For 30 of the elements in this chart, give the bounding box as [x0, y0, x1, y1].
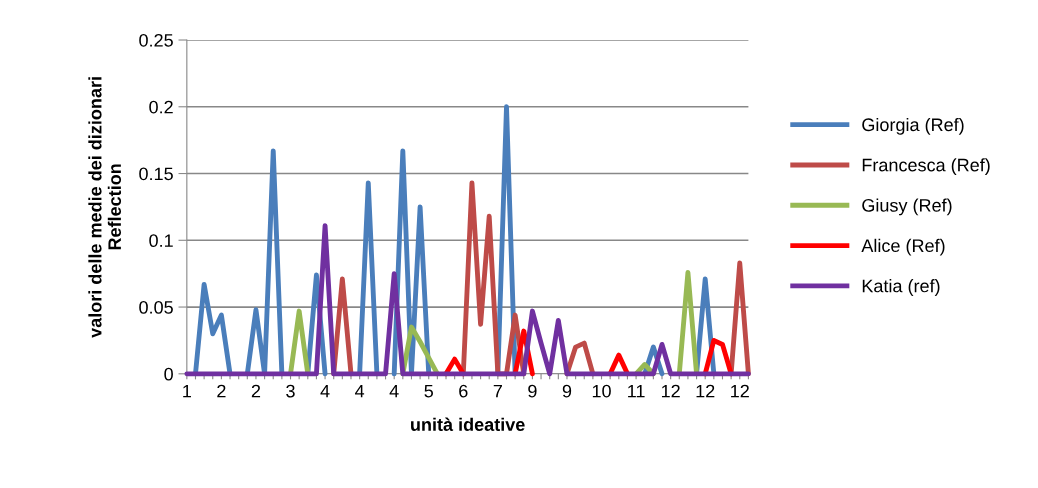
legend-label: Giorgia (Ref)	[862, 117, 964, 135]
x-tick-label: 3	[286, 384, 295, 398]
x-tick-label: 2	[217, 384, 226, 398]
x-tick-label: 9	[528, 384, 537, 398]
x-tick-label: 2	[251, 384, 261, 398]
y-tick-label: 0.1	[149, 234, 173, 248]
y-axis-title: valori delle medie dei dizionari Reflection	[88, 77, 122, 338]
x-tick-label: 11	[628, 384, 645, 398]
x-tick-label: 9	[562, 384, 572, 398]
legend-label: Katia (ref)	[862, 279, 940, 296]
legend-label: Francesca (Ref)	[862, 158, 990, 176]
x-tick-label: 12	[661, 384, 680, 398]
x-tick-label: 7	[493, 384, 502, 398]
x-tick-label: 10	[592, 384, 611, 398]
x-tick-label: 4	[355, 384, 365, 398]
x-tick-label: 4	[389, 384, 399, 398]
x-tick-label: 6	[459, 384, 468, 398]
y-tick-label: 0.2	[149, 100, 173, 114]
x-axis-title: unità ideative	[411, 417, 525, 431]
x-tick-label: 12	[731, 384, 749, 398]
legend-label: Giusy (Ref)	[862, 198, 952, 216]
y-tick-label: 0	[164, 367, 173, 381]
x-tick-label: 4	[320, 384, 330, 398]
y-tick-label: 0.15	[139, 167, 173, 181]
x-tick-label: 12	[696, 384, 715, 398]
legend-label: Alice (Ref)	[861, 238, 945, 256]
y-tick-label: 0.05	[139, 300, 173, 314]
x-tick-label: 1	[183, 384, 191, 398]
x-tick-label: 5	[424, 384, 434, 398]
y-tick-label: 0.25	[139, 33, 173, 47]
